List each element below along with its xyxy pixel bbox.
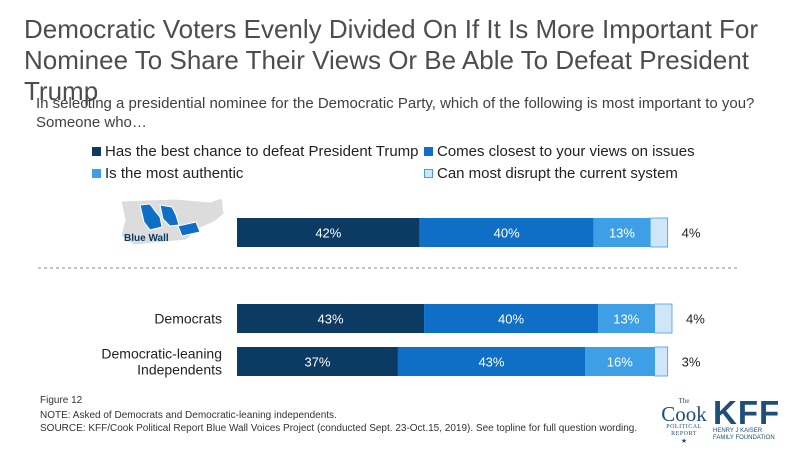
legend-label: Has the best chance to defeat President … (105, 143, 419, 160)
data-label: 43% (318, 312, 344, 327)
bar-segment (237, 218, 420, 247)
data-label: 40% (494, 226, 520, 241)
chart-subtitle: In selecting a presidential nominee for … (36, 95, 755, 131)
legend-item-closest-views: Comes closest to your views on issues (424, 143, 695, 160)
category-label: Democrats (154, 311, 222, 327)
bar-segment (237, 347, 398, 376)
figure-number: Figure 12 (40, 395, 83, 406)
legend-label: Is the most authentic (105, 165, 244, 182)
legend-swatch (92, 169, 101, 178)
cook-logo-sub2: REPORT (671, 431, 697, 437)
bar-segment (237, 304, 425, 333)
data-label: 43% (478, 355, 504, 370)
footnote: NOTE: Asked of Democrats and Democratic-… (40, 410, 337, 421)
kff-logo: KFF HENRY J KAISER FAMILY FOUNDATION (713, 394, 793, 442)
kff-logo-sub1: HENRY J KAISER (713, 428, 763, 434)
bar-segment (598, 304, 655, 333)
cook-logo-small: The (678, 397, 690, 405)
data-label: 16% (607, 355, 633, 370)
legend-item-disrupt-system: Can most disrupt the current system (424, 165, 678, 182)
map-label: Blue Wall (124, 233, 169, 244)
legend: Has the best chance to defeat President … (92, 143, 712, 187)
bar-segment (585, 347, 655, 376)
data-label: 42% (315, 226, 341, 241)
category-label: Democratic-leaning (101, 346, 222, 362)
cook-logo-main: Cook (661, 402, 707, 426)
bar-segment (419, 218, 594, 247)
star-icon: ★ (680, 437, 688, 445)
kff-logo-sub2: FAMILY FOUNDATION (713, 435, 775, 441)
bars-group: 42% 40% 13% 4% 43% 40% 13% 4% Democrats 37% 43% 16%… (101, 217, 705, 378)
legend-label: Comes closest to your views on issues (437, 143, 695, 160)
legend-label: Can most disrupt the current system (437, 165, 678, 182)
bar-segment (654, 303, 673, 334)
data-label: 40% (498, 312, 524, 327)
data-label: 13% (613, 312, 639, 327)
legend-item-defeat-trump: Has the best chance to defeat President … (92, 143, 419, 160)
bar-segment (649, 217, 669, 248)
cook-logo-sub1: POLITICAL (666, 424, 702, 430)
legend-swatch (424, 147, 433, 156)
kff-logo-main: KFF (713, 394, 781, 431)
data-label: 13% (609, 226, 635, 241)
data-label: 37% (304, 355, 330, 370)
bar-segment (424, 304, 599, 333)
cook-political-report-logo: The Cook POLITICAL REPORT ★ (660, 398, 708, 445)
source-note: SOURCE: KFF/Cook Political Report Blue W… (40, 423, 638, 434)
bar-segment (654, 346, 669, 377)
data-label: 4% (686, 312, 705, 327)
data-label: 3% (682, 355, 701, 370)
chart-title: Democratic Voters Evenly Divided On If I… (24, 14, 759, 106)
bar-segment (593, 218, 651, 247)
data-label: 4% (682, 226, 701, 241)
blue-wall-map-icon: Blue Wall (120, 197, 225, 246)
legend-item-most-authentic: Is the most authentic (92, 165, 243, 182)
legend-swatch (424, 169, 433, 178)
category-label: Independents (137, 362, 222, 378)
bar-segment (397, 347, 585, 376)
legend-swatch (92, 147, 101, 156)
